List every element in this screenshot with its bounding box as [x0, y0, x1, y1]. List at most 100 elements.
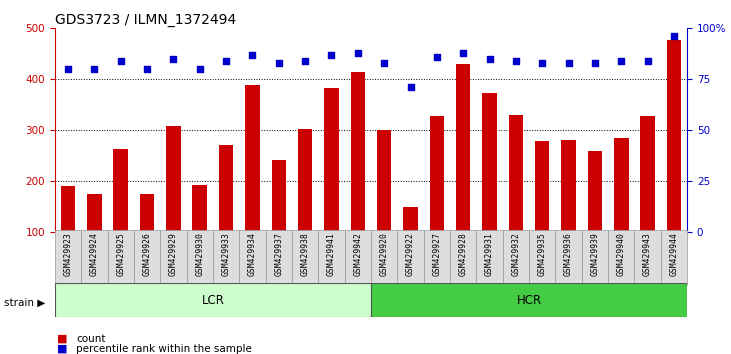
- Text: GSM429923: GSM429923: [64, 232, 72, 276]
- Text: GSM429922: GSM429922: [406, 232, 415, 276]
- Bar: [667, 40, 681, 283]
- Bar: [424, 230, 450, 285]
- Text: GSM429933: GSM429933: [221, 232, 230, 276]
- Bar: [351, 72, 365, 283]
- Bar: [503, 230, 529, 285]
- Bar: [371, 283, 687, 317]
- Bar: [371, 230, 398, 285]
- Bar: [635, 230, 661, 285]
- Text: GSM429938: GSM429938: [300, 232, 310, 276]
- Bar: [134, 230, 160, 285]
- Text: LCR: LCR: [202, 293, 224, 307]
- Bar: [61, 186, 75, 283]
- Bar: [404, 207, 417, 283]
- Bar: [344, 230, 371, 285]
- Bar: [192, 184, 207, 283]
- Bar: [398, 230, 424, 285]
- Bar: [509, 115, 523, 283]
- Bar: [456, 64, 471, 283]
- Bar: [482, 93, 497, 283]
- Bar: [186, 230, 213, 285]
- Text: GSM429937: GSM429937: [274, 232, 284, 276]
- Text: GSM429925: GSM429925: [116, 232, 125, 276]
- Point: [325, 52, 337, 58]
- Point: [616, 58, 627, 64]
- Bar: [245, 85, 260, 283]
- Text: GSM429924: GSM429924: [90, 232, 99, 276]
- Bar: [477, 230, 503, 285]
- Bar: [107, 230, 134, 285]
- Point: [537, 60, 548, 66]
- Point: [379, 60, 390, 66]
- Point: [299, 58, 311, 64]
- Bar: [318, 230, 344, 285]
- Text: ■: ■: [57, 334, 67, 344]
- Text: GSM429943: GSM429943: [643, 232, 652, 276]
- Text: ■: ■: [57, 344, 67, 354]
- Bar: [239, 230, 265, 285]
- Text: GSM429932: GSM429932: [512, 232, 520, 276]
- Bar: [556, 230, 582, 285]
- Point: [88, 66, 100, 72]
- Bar: [292, 230, 318, 285]
- Bar: [55, 283, 371, 317]
- Point: [484, 56, 496, 62]
- Text: GSM429940: GSM429940: [617, 232, 626, 276]
- Bar: [271, 160, 286, 283]
- Bar: [588, 152, 602, 283]
- Bar: [219, 145, 233, 283]
- Text: GSM429926: GSM429926: [143, 232, 151, 276]
- Text: GSM429942: GSM429942: [353, 232, 363, 276]
- Point: [458, 50, 469, 56]
- Point: [431, 54, 443, 60]
- Bar: [582, 230, 608, 285]
- Text: count: count: [76, 334, 105, 344]
- Bar: [55, 230, 81, 285]
- Point: [141, 66, 153, 72]
- Text: HCR: HCR: [517, 293, 542, 307]
- Text: percentile rank within the sample: percentile rank within the sample: [76, 344, 252, 354]
- Point: [405, 85, 417, 90]
- Text: GSM429930: GSM429930: [195, 232, 204, 276]
- Bar: [298, 129, 312, 283]
- Text: GSM429941: GSM429941: [327, 232, 336, 276]
- Point: [62, 66, 74, 72]
- Point: [352, 50, 363, 56]
- Point: [642, 58, 654, 64]
- Text: GSM429944: GSM429944: [670, 232, 678, 276]
- Point: [273, 60, 284, 66]
- Point: [246, 52, 258, 58]
- Bar: [535, 141, 550, 283]
- Point: [220, 58, 232, 64]
- Bar: [661, 230, 687, 285]
- Point: [167, 56, 179, 62]
- Bar: [430, 116, 444, 283]
- Text: GSM429929: GSM429929: [169, 232, 178, 276]
- Bar: [614, 138, 629, 283]
- Bar: [561, 140, 576, 283]
- Bar: [81, 230, 107, 285]
- Text: GSM429936: GSM429936: [564, 232, 573, 276]
- Text: GSM429939: GSM429939: [591, 232, 599, 276]
- Text: GSM429928: GSM429928: [458, 232, 468, 276]
- Point: [510, 58, 522, 64]
- Bar: [529, 230, 556, 285]
- Text: GSM429927: GSM429927: [432, 232, 442, 276]
- Bar: [640, 116, 655, 283]
- Text: GDS3723 / ILMN_1372494: GDS3723 / ILMN_1372494: [55, 13, 236, 27]
- Bar: [377, 130, 391, 283]
- Bar: [140, 194, 154, 283]
- Point: [589, 60, 601, 66]
- Point: [115, 58, 126, 64]
- Bar: [325, 88, 338, 283]
- Point: [194, 66, 205, 72]
- Bar: [160, 230, 186, 285]
- Text: GSM429935: GSM429935: [538, 232, 547, 276]
- Bar: [608, 230, 635, 285]
- Bar: [265, 230, 292, 285]
- Bar: [166, 126, 181, 283]
- Bar: [87, 194, 102, 283]
- Bar: [113, 149, 128, 283]
- Text: GSM429934: GSM429934: [248, 232, 257, 276]
- Point: [668, 34, 680, 39]
